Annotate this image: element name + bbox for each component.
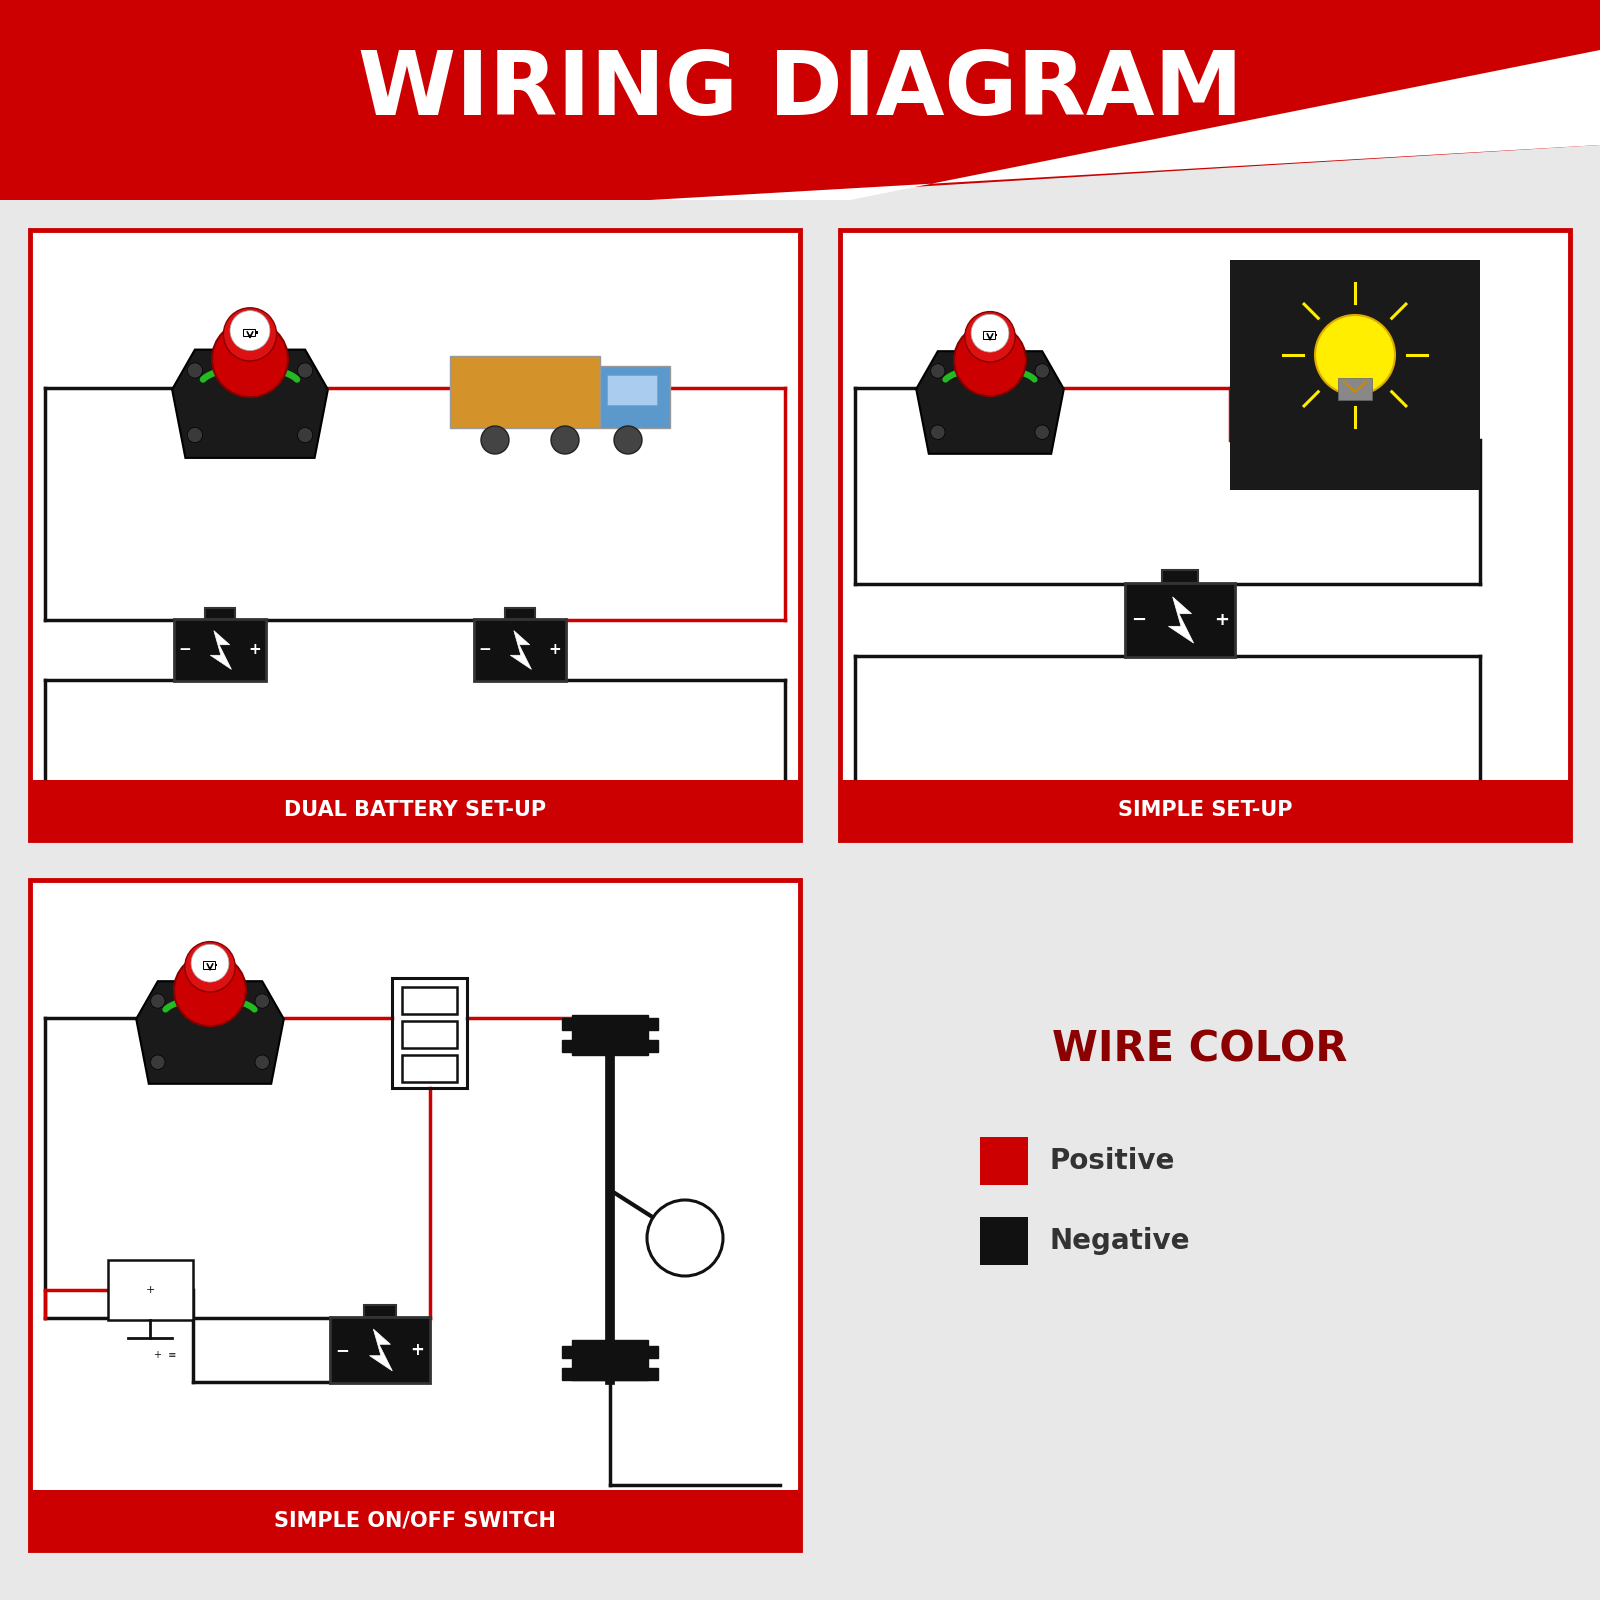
Circle shape (482, 426, 509, 454)
Bar (107, 1261, 192, 1320)
Bar (600, 366, 670, 427)
Bar (984, 331, 995, 339)
Circle shape (150, 1054, 165, 1069)
Bar (365, 1304, 395, 1317)
Bar (506, 608, 534, 619)
Polygon shape (650, 50, 1600, 200)
Bar (30, 781, 800, 840)
Bar (243, 328, 256, 336)
Circle shape (614, 426, 642, 454)
Bar (562, 1040, 658, 1053)
Bar (562, 1018, 658, 1030)
Bar (562, 1368, 658, 1379)
Bar (1230, 259, 1480, 490)
Circle shape (954, 325, 1026, 397)
Text: −: − (1131, 611, 1146, 629)
Text: −: − (478, 643, 491, 658)
Circle shape (150, 994, 165, 1008)
Bar (1338, 378, 1373, 400)
Circle shape (187, 427, 203, 443)
Circle shape (971, 314, 1010, 352)
Text: +: + (1214, 611, 1229, 629)
Polygon shape (210, 630, 232, 669)
Circle shape (298, 363, 312, 378)
Text: SIMPLE ON/OFF SWITCH: SIMPLE ON/OFF SWITCH (274, 1510, 555, 1530)
Bar (30, 230, 800, 840)
Bar (450, 357, 600, 427)
Bar (573, 1341, 648, 1379)
Polygon shape (136, 981, 283, 1083)
Text: +: + (411, 1341, 424, 1358)
Text: SIMPLE SET-UP: SIMPLE SET-UP (1118, 800, 1293, 819)
Polygon shape (173, 350, 328, 458)
Bar (562, 1346, 658, 1358)
Circle shape (965, 312, 1016, 362)
Polygon shape (510, 630, 531, 669)
Circle shape (254, 1054, 269, 1069)
Circle shape (1315, 315, 1395, 395)
Bar (573, 1014, 648, 1054)
Bar (474, 619, 566, 682)
Circle shape (211, 322, 288, 397)
Circle shape (298, 427, 312, 443)
Circle shape (190, 944, 229, 982)
Bar (1125, 584, 1235, 656)
Polygon shape (1168, 597, 1194, 643)
Circle shape (187, 363, 203, 378)
Circle shape (184, 941, 235, 992)
Bar (1162, 570, 1198, 584)
Bar (203, 962, 214, 968)
Circle shape (224, 307, 277, 362)
Bar (30, 1490, 800, 1550)
Bar (402, 1021, 458, 1048)
Polygon shape (370, 1330, 392, 1371)
Circle shape (931, 363, 946, 378)
Bar (330, 1317, 430, 1384)
Polygon shape (0, 0, 1600, 200)
Bar (256, 331, 258, 334)
Text: +: + (248, 643, 261, 658)
Bar (606, 374, 658, 405)
Text: −: − (336, 1341, 349, 1358)
Circle shape (550, 426, 579, 454)
Bar (392, 978, 467, 1088)
Text: Positive: Positive (1050, 1147, 1176, 1174)
Bar (402, 987, 458, 1014)
Text: Negative: Negative (1050, 1227, 1190, 1254)
Bar (214, 963, 218, 966)
Bar (205, 608, 235, 619)
Bar (979, 1138, 1029, 1186)
Text: +  ≡: + ≡ (154, 1350, 176, 1360)
Circle shape (1035, 363, 1050, 378)
Circle shape (646, 1200, 723, 1277)
Circle shape (1035, 426, 1050, 440)
Circle shape (230, 310, 270, 350)
Bar (979, 1218, 1029, 1266)
Text: −: − (179, 643, 192, 658)
Text: WIRE COLOR: WIRE COLOR (1053, 1029, 1347, 1070)
Text: +: + (549, 643, 562, 658)
Text: DUAL BATTERY SET-UP: DUAL BATTERY SET-UP (283, 800, 546, 819)
Circle shape (174, 954, 246, 1026)
Polygon shape (917, 352, 1064, 454)
Bar (840, 230, 1570, 840)
Bar (174, 619, 266, 682)
Polygon shape (701, 146, 1600, 200)
Circle shape (931, 426, 946, 440)
Bar (402, 1054, 458, 1082)
Bar (30, 880, 800, 1550)
Circle shape (254, 994, 269, 1008)
Text: +: + (146, 1285, 155, 1294)
Text: WIRING DIAGRAM: WIRING DIAGRAM (357, 46, 1243, 133)
Bar (995, 333, 997, 336)
Bar (840, 781, 1570, 840)
